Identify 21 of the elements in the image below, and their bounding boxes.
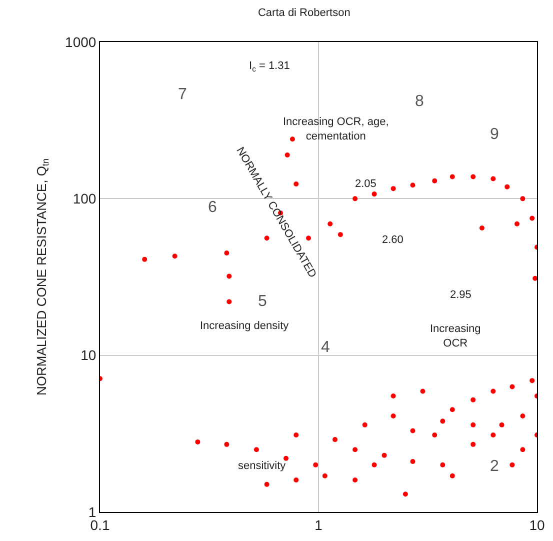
x-tick-label: 10 — [529, 516, 545, 533]
annotation: 2.60 — [382, 234, 404, 246]
annotation: 2.95 — [450, 289, 472, 301]
annotation: Increasing OCR — [430, 323, 481, 350]
annotation: 7 — [178, 86, 187, 103]
y-tick-label: 100 — [72, 190, 96, 207]
chart-title: Carta di Robertson — [258, 6, 350, 19]
annotation: 9 — [490, 126, 499, 143]
annotation: 6 — [208, 199, 217, 216]
x-tick-label: 1 — [314, 516, 323, 533]
annotation: I$_{c}$ = 1.31 — [249, 60, 290, 74]
annotation: 2.05 — [355, 178, 376, 190]
annotation: 8 — [415, 93, 424, 110]
annotation: 4 — [321, 339, 330, 356]
annotation: Increasing OCR, age, cementation — [283, 116, 389, 142]
annotation: Increasing density — [200, 320, 290, 332]
y-tick-label: 10 — [80, 347, 96, 364]
annotation: 5 — [258, 293, 267, 310]
y-tick-label: 1000 — [65, 34, 96, 50]
annotation: 2 — [490, 458, 499, 475]
annotation: sensitivity — [238, 460, 286, 472]
